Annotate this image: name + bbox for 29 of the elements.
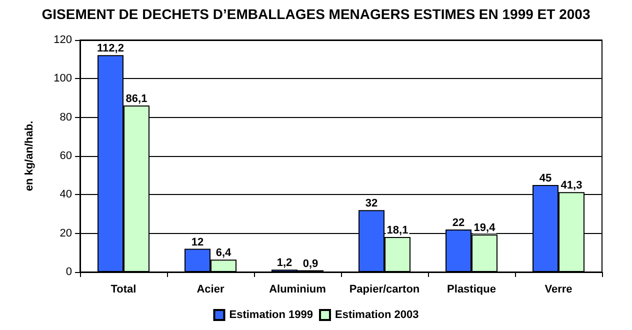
legend-label: Estimation 1999 <box>229 309 314 321</box>
data-label: 19,4 <box>474 222 496 234</box>
data-label: 6,4 <box>216 247 232 260</box>
data-label: 18,1 <box>386 224 408 237</box>
data-label: 112,2 <box>97 42 124 55</box>
x-tick-label: Acier <box>196 284 225 296</box>
y-tick-label: 40 <box>60 188 72 201</box>
legend-label: Estimation 2003 <box>335 309 419 321</box>
data-label: 12 <box>191 236 204 248</box>
x-tick-label: Aluminium <box>269 284 326 296</box>
data-label: 45 <box>539 172 552 184</box>
x-tick-label: Verre <box>544 284 572 296</box>
x-tick-label: Plastique <box>447 284 496 296</box>
data-label: 41,3 <box>560 180 582 192</box>
data-label: 0,9 <box>302 258 318 270</box>
data-label: 86,1 <box>126 93 148 106</box>
y-tick-label: 0 <box>66 266 72 278</box>
chart-title: GISEMENT DE DECHETS D’EMBALLAGES MENAGERS ESTIMES EN 1999 ET 2003 <box>42 6 590 22</box>
data-label: 22 <box>452 216 465 229</box>
y-tick-label: 80 <box>60 111 72 124</box>
y-tick-label: 100 <box>54 72 72 85</box>
y-tick-label: 60 <box>60 150 72 162</box>
data-label: 32 <box>365 198 378 210</box>
y-tick-label: 20 <box>60 227 72 240</box>
y-tick-label: 120 <box>54 34 72 46</box>
x-tick-label: Papier/carton <box>349 284 420 296</box>
y-axis-title: en kg/an/hab. <box>24 120 36 192</box>
data-label: 1,2 <box>276 257 292 270</box>
x-tick-label: Total <box>110 284 136 296</box>
